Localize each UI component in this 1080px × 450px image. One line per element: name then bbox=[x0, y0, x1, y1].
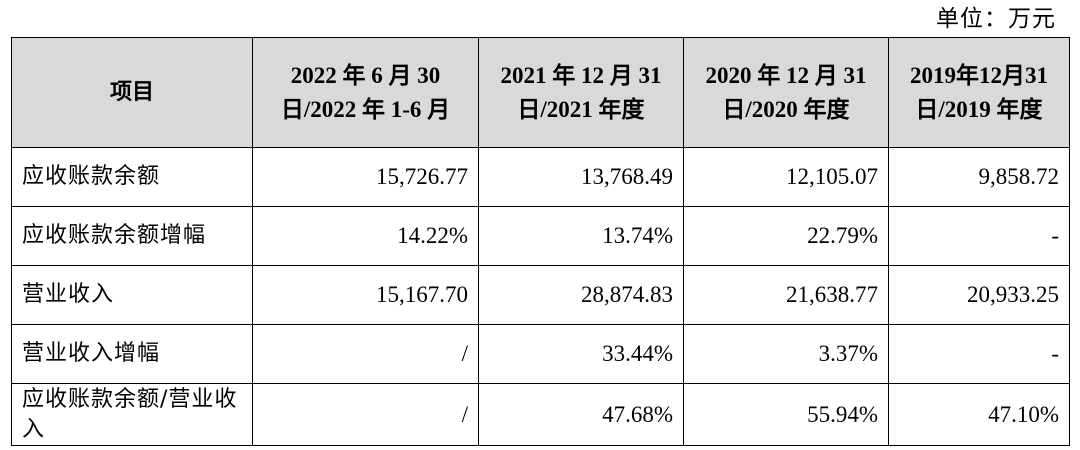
cell-value: 55.94% bbox=[683, 383, 889, 446]
table-row: 应收账款余额增幅 14.22% 13.74% 22.79% - bbox=[11, 206, 1070, 266]
cell-value: 15,167.70 bbox=[252, 265, 479, 325]
row-label: 营业收入增幅 bbox=[11, 324, 253, 384]
table-row: 应收账款余额/营业收入 / 47.68% 55.94% 47.10% bbox=[11, 383, 1070, 446]
cell-value: 13.74% bbox=[478, 206, 684, 266]
table-row: 应收账款余额 15,726.77 13,768.49 12,105.07 9,8… bbox=[11, 147, 1070, 207]
cell-value: 12,105.07 bbox=[683, 147, 889, 207]
cell-value: 21,638.77 bbox=[683, 265, 889, 325]
header-2020: 2020 年 12 月 31 日/2020 年度 bbox=[683, 37, 889, 148]
cell-value: 20,933.25 bbox=[888, 265, 1070, 325]
cell-value: 9,858.72 bbox=[888, 147, 1070, 207]
row-label: 应收账款余额 bbox=[11, 147, 253, 207]
row-label: 营业收入 bbox=[11, 265, 253, 325]
header-2019: 2019年12月31日/2019 年度 bbox=[888, 37, 1070, 148]
cell-value: 3.37% bbox=[683, 324, 889, 384]
cell-value: 28,874.83 bbox=[478, 265, 684, 325]
cell-value: - bbox=[888, 324, 1070, 384]
cell-value: 47.10% bbox=[888, 383, 1070, 446]
table-row: 营业收入 15,167.70 28,874.83 21,638.77 20,93… bbox=[11, 265, 1070, 325]
cell-value: 33.44% bbox=[478, 324, 684, 384]
row-label: 应收账款余额增幅 bbox=[11, 206, 253, 266]
cell-value: - bbox=[888, 206, 1070, 266]
cell-value: 22.79% bbox=[683, 206, 889, 266]
header-item: 项目 bbox=[11, 37, 253, 148]
table-row: 营业收入增幅 / 33.44% 3.37% - bbox=[11, 324, 1070, 384]
cell-value: 14.22% bbox=[252, 206, 479, 266]
header-2021: 2021 年 12 月 31 日/2021 年度 bbox=[478, 37, 684, 148]
cell-value: 13,768.49 bbox=[478, 147, 684, 207]
row-label: 应收账款余额/营业收入 bbox=[11, 383, 253, 446]
unit-label: 单位：万元 bbox=[936, 6, 1056, 31]
cell-value: / bbox=[252, 383, 479, 446]
header-2022-h1: 2022 年 6 月 30 日/2022 年 1-6 月 bbox=[252, 37, 479, 148]
cell-value: 47.68% bbox=[478, 383, 684, 446]
cell-value: / bbox=[252, 324, 479, 384]
header-row: 项目 2022 年 6 月 30 日/2022 年 1-6 月 2021 年 1… bbox=[11, 37, 1070, 148]
receivables-table: 项目 2022 年 6 月 30 日/2022 年 1-6 月 2021 年 1… bbox=[11, 37, 1070, 446]
cell-value: 15,726.77 bbox=[252, 147, 479, 207]
